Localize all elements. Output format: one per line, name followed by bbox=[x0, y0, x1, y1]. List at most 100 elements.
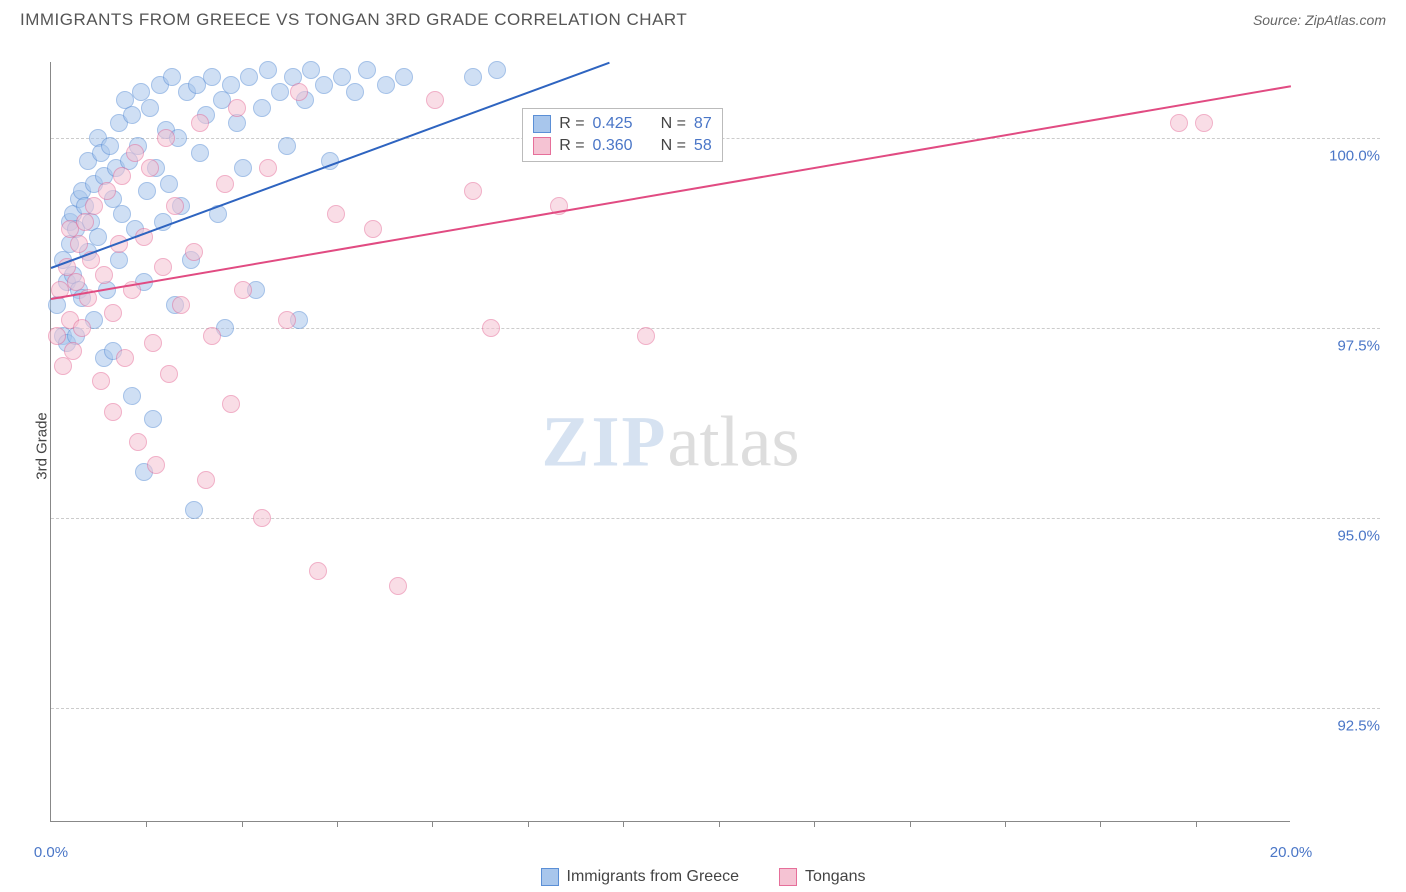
scatter-point bbox=[138, 182, 156, 200]
legend-item: Tongans bbox=[779, 868, 866, 886]
gridline bbox=[51, 708, 1380, 709]
scatter-point bbox=[166, 197, 184, 215]
x-tick bbox=[719, 821, 720, 827]
scatter-point bbox=[191, 114, 209, 132]
scatter-point bbox=[104, 304, 122, 322]
scatter-point bbox=[160, 175, 178, 193]
scatter-point bbox=[278, 311, 296, 329]
scatter-point bbox=[123, 106, 141, 124]
scatter-point bbox=[228, 99, 246, 117]
stat-n-label: N = bbox=[661, 115, 686, 133]
scatter-point bbox=[89, 228, 107, 246]
scatter-point bbox=[358, 61, 376, 79]
stat-n-value: 58 bbox=[694, 137, 712, 155]
scatter-point bbox=[395, 68, 413, 86]
scatter-point bbox=[464, 182, 482, 200]
scatter-point bbox=[76, 213, 94, 231]
scatter-point bbox=[271, 83, 289, 101]
scatter-point bbox=[141, 99, 159, 117]
x-tick bbox=[814, 821, 815, 827]
scatter-point bbox=[104, 403, 122, 421]
scatter-point bbox=[216, 175, 234, 193]
stat-r-label: R = bbox=[559, 115, 584, 133]
stats-row: R = 0.360N = 58 bbox=[533, 135, 712, 157]
scatter-point bbox=[1195, 114, 1213, 132]
legend-label: Immigrants from Greece bbox=[567, 868, 739, 886]
scatter-point bbox=[141, 159, 159, 177]
scatter-point bbox=[64, 342, 82, 360]
scatter-point bbox=[126, 144, 144, 162]
plot-area: ZIPatlas 92.5%95.0%97.5%100.0%0.0%20.0%R… bbox=[50, 62, 1290, 822]
scatter-point bbox=[185, 243, 203, 261]
scatter-point bbox=[85, 197, 103, 215]
stat-r-value: 0.425 bbox=[593, 115, 633, 133]
scatter-point bbox=[259, 159, 277, 177]
scatter-point bbox=[309, 562, 327, 580]
scatter-point bbox=[327, 205, 345, 223]
scatter-point bbox=[129, 433, 147, 451]
scatter-point bbox=[197, 471, 215, 489]
scatter-point bbox=[160, 365, 178, 383]
scatter-point bbox=[253, 99, 271, 117]
stat-r-value: 0.360 bbox=[593, 137, 633, 155]
scatter-point bbox=[157, 129, 175, 147]
chart-header: IMMIGRANTS FROM GREECE VS TONGAN 3RD GRA… bbox=[0, 0, 1406, 34]
x-tick-label: 0.0% bbox=[34, 844, 68, 861]
scatter-point bbox=[333, 68, 351, 86]
scatter-point bbox=[222, 76, 240, 94]
x-tick bbox=[146, 821, 147, 827]
x-tick-label: 20.0% bbox=[1270, 844, 1313, 861]
scatter-point bbox=[116, 349, 134, 367]
scatter-point bbox=[290, 83, 308, 101]
scatter-point bbox=[426, 91, 444, 109]
chart-area: ZIPatlas 92.5%95.0%97.5%100.0%0.0%20.0%R… bbox=[50, 46, 1386, 842]
scatter-point bbox=[48, 327, 66, 345]
x-tick bbox=[242, 821, 243, 827]
scatter-point bbox=[73, 319, 91, 337]
scatter-point bbox=[154, 258, 172, 276]
series-swatch bbox=[533, 137, 551, 155]
y-tick-label: 100.0% bbox=[1300, 148, 1380, 165]
x-tick bbox=[1196, 821, 1197, 827]
scatter-point bbox=[637, 327, 655, 345]
scatter-point bbox=[482, 319, 500, 337]
scatter-point bbox=[144, 334, 162, 352]
x-tick bbox=[528, 821, 529, 827]
scatter-point bbox=[147, 456, 165, 474]
scatter-point bbox=[240, 68, 258, 86]
x-tick bbox=[623, 821, 624, 827]
watermark-zip: ZIP bbox=[542, 401, 668, 481]
scatter-point bbox=[70, 235, 88, 253]
scatter-point bbox=[203, 68, 221, 86]
scatter-point bbox=[464, 68, 482, 86]
scatter-point bbox=[234, 159, 252, 177]
scatter-point bbox=[346, 83, 364, 101]
scatter-point bbox=[259, 61, 277, 79]
watermark-atlas: atlas bbox=[668, 401, 800, 481]
stats-box: R = 0.425N = 87R = 0.360N = 58 bbox=[522, 108, 723, 162]
scatter-point bbox=[377, 76, 395, 94]
scatter-point bbox=[185, 501, 203, 519]
chart-title: IMMIGRANTS FROM GREECE VS TONGAN 3RD GRA… bbox=[20, 10, 687, 30]
x-tick bbox=[1005, 821, 1006, 827]
scatter-point bbox=[92, 372, 110, 390]
scatter-point bbox=[54, 357, 72, 375]
stats-row: R = 0.425N = 87 bbox=[533, 113, 712, 135]
legend-label: Tongans bbox=[805, 868, 866, 886]
watermark: ZIPatlas bbox=[542, 400, 800, 483]
scatter-point bbox=[98, 182, 116, 200]
y-tick-label: 97.5% bbox=[1300, 338, 1380, 355]
series-swatch bbox=[533, 115, 551, 133]
scatter-point bbox=[253, 509, 271, 527]
x-tick bbox=[337, 821, 338, 827]
scatter-point bbox=[1170, 114, 1188, 132]
scatter-point bbox=[163, 68, 181, 86]
legend-swatch bbox=[541, 868, 559, 886]
x-tick bbox=[910, 821, 911, 827]
y-tick-label: 95.0% bbox=[1300, 528, 1380, 545]
legend: Immigrants from Greece Tongans bbox=[0, 868, 1406, 886]
scatter-point bbox=[67, 273, 85, 291]
scatter-point bbox=[315, 76, 333, 94]
legend-swatch bbox=[779, 868, 797, 886]
scatter-point bbox=[172, 296, 190, 314]
